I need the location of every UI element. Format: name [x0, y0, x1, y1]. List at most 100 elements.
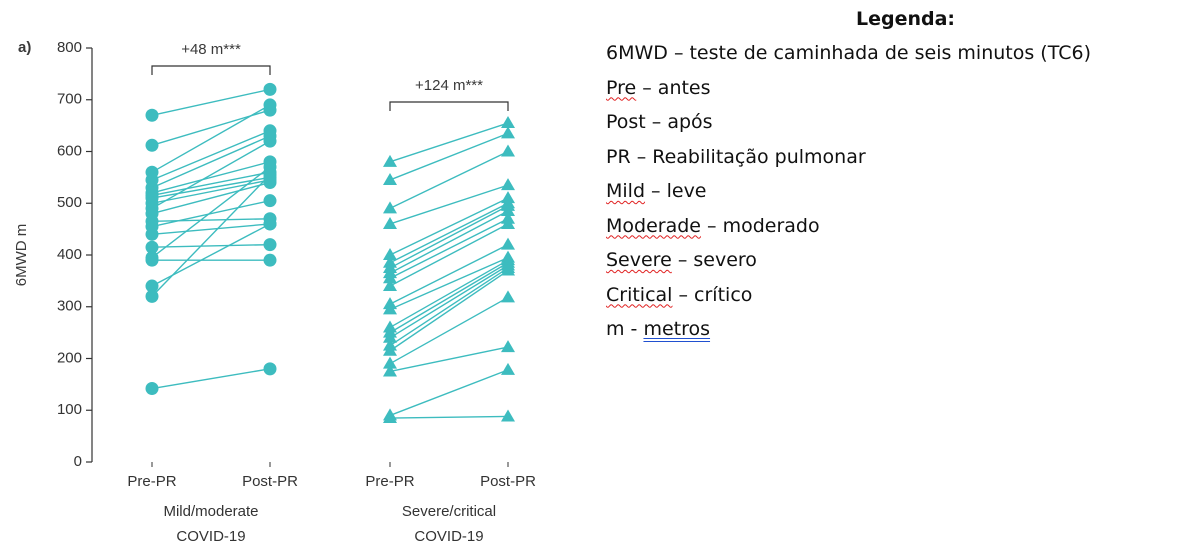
pair-line	[389, 132, 509, 181]
y-tick-label: 600	[57, 142, 82, 159]
group-label: Mild/moderate	[163, 503, 258, 520]
pair-line	[389, 415, 509, 419]
legend-text: m -	[606, 318, 644, 340]
legend-line: Mild – leve	[606, 180, 707, 202]
triangle	[501, 263, 515, 276]
annotation: +48 m***	[181, 41, 241, 58]
triangle	[383, 364, 397, 377]
legend-text: 6MWD – teste de caminhada de seis minuto…	[606, 42, 1091, 64]
dot	[145, 227, 159, 241]
pair-line	[151, 130, 271, 181]
y-tick-label: 0	[74, 453, 82, 470]
pair-line	[389, 184, 509, 225]
pair-line	[151, 135, 271, 189]
triangle	[501, 204, 515, 217]
bracket	[389, 101, 509, 111]
triangle	[383, 343, 397, 356]
pair-line	[151, 140, 271, 210]
pair-line	[389, 244, 509, 305]
triangle	[383, 201, 397, 214]
dot	[263, 362, 277, 376]
legend-line: Critical – crítico	[606, 284, 752, 306]
triangle	[501, 362, 515, 375]
triangle	[501, 116, 515, 129]
triangle	[501, 237, 515, 250]
x-tick-label: Pre-PR	[127, 473, 176, 490]
legend-text: – severo	[671, 249, 757, 271]
pair-line	[389, 269, 509, 352]
triangle	[383, 271, 397, 284]
legend-text: – crítico	[672, 283, 753, 306]
legend-text: PR – Reabilitação pulmonar	[606, 145, 866, 168]
pair-line	[151, 161, 271, 194]
triangle	[501, 126, 515, 139]
legend-title: Legenda:	[856, 8, 956, 30]
legend-line: m - metros	[606, 318, 710, 340]
y-tick-label: 100	[57, 401, 82, 418]
dot	[145, 253, 159, 267]
legend-line: 6MWD – teste de caminhada de seis minuto…	[606, 42, 1091, 64]
group-label: COVID-19	[176, 528, 245, 545]
legend-text: Post – após	[606, 111, 713, 133]
triangle	[383, 356, 397, 369]
legend-line: PR – Reabilitação pulmonar	[606, 146, 866, 168]
pair-line	[389, 122, 509, 163]
pair-line	[151, 243, 271, 248]
pair-line	[151, 88, 271, 116]
chart: a) 6MWD m 0 100 200 300 400 500 600 700 800 Pre-P…	[13, 39, 536, 545]
dot	[145, 279, 159, 293]
pair-line	[389, 369, 509, 417]
legend-line: Post – após	[606, 111, 713, 133]
legend-text: – moderado	[700, 214, 820, 237]
triangle	[501, 178, 515, 191]
triangle	[383, 154, 397, 167]
pair-line	[389, 210, 509, 274]
triangle	[383, 216, 397, 229]
pair-line	[151, 223, 271, 235]
pair-line	[389, 150, 509, 210]
group-label: COVID-19	[414, 528, 483, 545]
x-tick-label: Pre-PR	[365, 473, 414, 490]
triangle	[383, 411, 397, 424]
legend-text: Severe	[606, 249, 672, 271]
triangle	[383, 172, 397, 185]
dot	[263, 217, 277, 231]
triangle	[383, 248, 397, 260]
pair-line	[389, 296, 509, 365]
legend-text: Pre	[606, 76, 637, 99]
pair-line	[389, 256, 509, 310]
y-tick-label: 300	[57, 298, 82, 315]
y-tick-label: 800	[57, 39, 82, 56]
dot	[263, 238, 277, 252]
dot	[145, 108, 159, 122]
legend-line: Pre – antes	[606, 77, 711, 99]
triangle	[501, 144, 515, 157]
y-tick-label: 200	[57, 349, 82, 366]
pair-line	[389, 267, 509, 347]
dot	[145, 138, 159, 152]
pair-line	[389, 223, 509, 287]
y-tick-label: 400	[57, 246, 82, 263]
dot	[145, 240, 159, 254]
triangle	[501, 340, 515, 353]
dot	[263, 194, 277, 208]
dot	[263, 134, 277, 148]
pair-line	[389, 262, 509, 334]
triangle	[383, 279, 397, 292]
dot	[263, 98, 277, 112]
triangle	[383, 302, 397, 315]
legend-text: Mild	[606, 180, 646, 202]
dot	[263, 168, 277, 182]
pair-line	[389, 264, 509, 339]
pair-line	[151, 174, 271, 297]
triangle	[501, 409, 515, 422]
group-label: Severe/critical	[402, 503, 496, 520]
dot	[263, 253, 277, 267]
legend-text: – antes	[636, 76, 711, 99]
legend-text: Moderade	[606, 214, 701, 237]
pair-line	[151, 166, 271, 259]
triangle	[383, 330, 397, 343]
legend-line: Severe – severo	[606, 249, 757, 271]
pair-line	[389, 346, 509, 373]
